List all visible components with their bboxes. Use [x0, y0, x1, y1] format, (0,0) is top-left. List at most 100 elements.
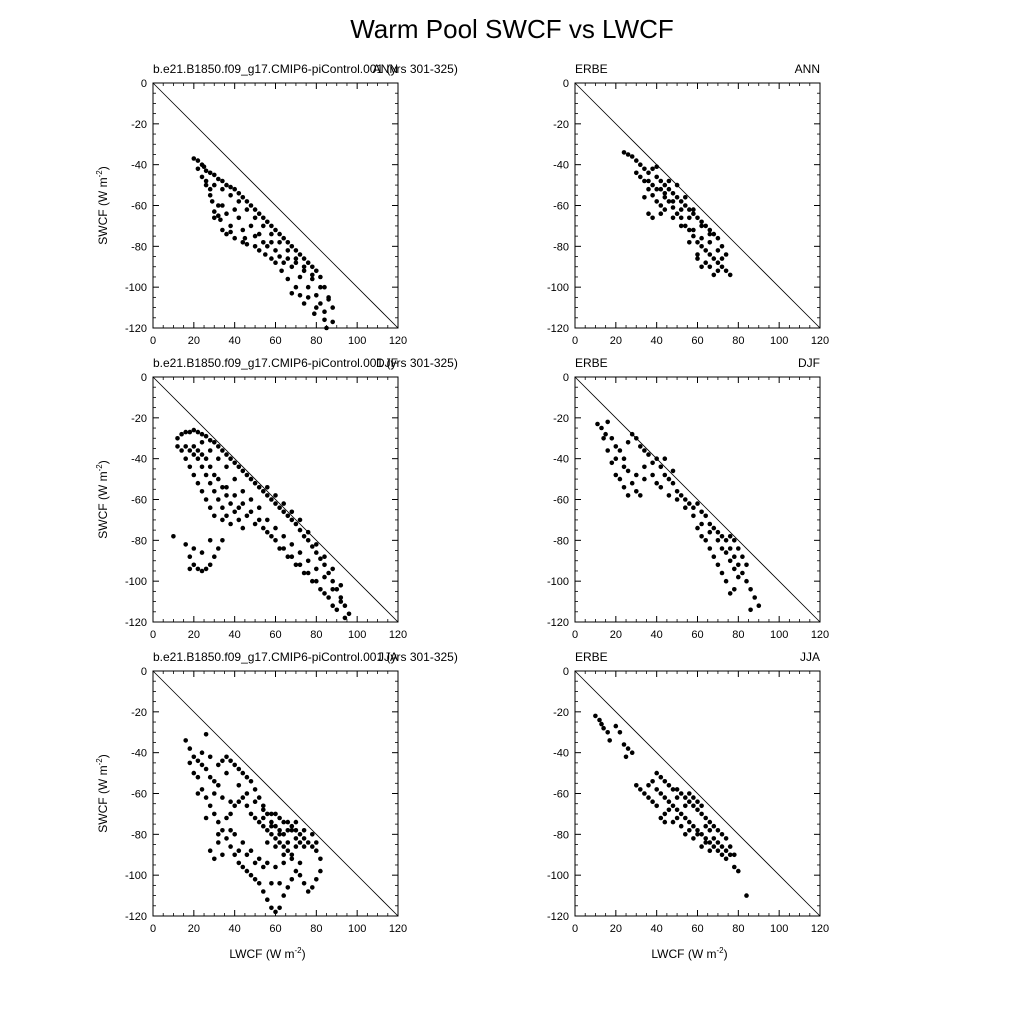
- scatter-point: [687, 240, 692, 245]
- scatter-point: [634, 489, 639, 494]
- scatter-point: [281, 844, 287, 849]
- scatter-point: [642, 195, 647, 200]
- x-axis-label: LWCF (W m-2): [651, 946, 727, 961]
- scatter-point: [220, 517, 225, 523]
- scatter-point: [191, 427, 197, 433]
- y-tick-label: -120: [125, 323, 147, 335]
- scatter-point: [281, 819, 287, 825]
- scatter-point: [265, 244, 270, 249]
- scatter-panel-3: 0 20 40 60 80 100 120 0 -20 -40 -60 -80 -100 -120 b.e2…: [95, 356, 458, 641]
- scatter-point: [597, 717, 602, 723]
- scatter-point: [212, 554, 217, 559]
- scatter-point: [265, 897, 270, 902]
- scatter-point: [285, 840, 291, 845]
- scatter-point: [662, 191, 668, 196]
- scatter-point: [703, 836, 708, 841]
- y-tick-label: -20: [131, 413, 147, 425]
- scatter-point: [191, 754, 197, 760]
- scatter-point: [232, 235, 237, 241]
- scatter-point: [711, 256, 717, 261]
- panel-title-right: ANN: [795, 62, 820, 76]
- scatter-point: [719, 546, 725, 551]
- scatter-point: [695, 215, 700, 221]
- scatter-point: [183, 444, 188, 449]
- scatter-point: [285, 240, 291, 245]
- panel-title-right: ANN: [373, 62, 398, 76]
- scatter-point: [277, 905, 282, 911]
- scatter-point: [195, 448, 201, 453]
- scatter-point: [305, 889, 311, 894]
- scatter-point: [601, 725, 606, 731]
- scatter-point: [297, 252, 303, 257]
- y-axis-label: SWCF (W m-2): [95, 166, 110, 244]
- scatter-point: [699, 832, 704, 837]
- scatter-point: [654, 456, 659, 462]
- scatter-point: [678, 811, 684, 817]
- scatter-point: [216, 546, 221, 551]
- scatter-point: [301, 534, 307, 539]
- scatter-point: [285, 885, 291, 890]
- scatter-point: [244, 791, 250, 796]
- scatter-point: [719, 264, 725, 270]
- scatter-point: [224, 231, 229, 237]
- scatter-point: [261, 823, 266, 829]
- scatter-point: [330, 587, 336, 592]
- scatter-point: [346, 611, 352, 617]
- scatter-point: [658, 815, 664, 821]
- scatter-point: [707, 819, 713, 825]
- scatter-point: [625, 440, 631, 445]
- reference-line: [574, 670, 821, 917]
- scatter-point: [220, 828, 225, 833]
- scatter-point: [711, 836, 717, 841]
- scatter-point: [662, 456, 668, 462]
- x-tick-label: 0: [572, 923, 578, 935]
- scatter-point: [703, 815, 708, 821]
- scatter-point: [613, 444, 619, 449]
- scatter-point: [248, 811, 254, 817]
- scatter-point: [281, 501, 287, 506]
- scatter-point: [642, 448, 647, 453]
- x-tick-label: 0: [150, 923, 156, 935]
- x-tick-label: 120: [389, 335, 407, 347]
- scatter-point: [212, 182, 217, 188]
- y-tick-label: -40: [553, 454, 569, 466]
- scatter-point: [289, 517, 295, 523]
- scatter-point: [703, 260, 708, 266]
- scatter-point: [244, 199, 250, 204]
- scatter-point: [232, 476, 237, 482]
- scatter-point: [228, 799, 233, 804]
- scatter-point: [646, 178, 651, 184]
- scatter-panel-6: 0 20 40 60 80 100 120 0 -20 -40 -60 -80 -100 -120 ERBE…: [547, 650, 829, 961]
- scatter-point: [638, 444, 643, 449]
- x-tick-label: 120: [811, 335, 829, 347]
- scatter-point: [273, 525, 278, 531]
- scatter-point: [310, 544, 315, 549]
- scatter-point: [740, 570, 745, 576]
- scatter-point: [297, 860, 303, 866]
- scatter-point: [277, 828, 282, 833]
- scatter-point: [314, 268, 319, 274]
- scatter-point: [691, 207, 696, 212]
- scatter-point: [252, 877, 258, 882]
- y-tick-label: -80: [131, 241, 147, 253]
- scatter-point: [687, 791, 692, 796]
- scatter-point: [285, 554, 291, 559]
- scatter-point: [326, 595, 331, 600]
- scatter-point: [723, 252, 729, 257]
- scatter-point: [613, 472, 619, 478]
- scatter-point: [748, 587, 753, 592]
- y-tick-label: -20: [553, 707, 569, 719]
- x-tick-label: 120: [389, 923, 407, 935]
- scatter-point: [256, 881, 262, 886]
- scatter-point: [707, 227, 713, 233]
- scatter-point: [203, 732, 209, 737]
- scatter-point: [252, 815, 258, 821]
- x-tick-label: 0: [572, 629, 578, 641]
- scatter-point: [727, 844, 733, 849]
- scatter-panel-1: 0 20 40 60 80 100 120 0 -20 -40 -60 -80 -100 -120 b.e2…: [95, 62, 458, 347]
- scatter-point: [240, 840, 246, 845]
- scatter-point: [634, 783, 639, 788]
- scatter-point: [621, 485, 627, 490]
- scatter-point: [244, 852, 250, 858]
